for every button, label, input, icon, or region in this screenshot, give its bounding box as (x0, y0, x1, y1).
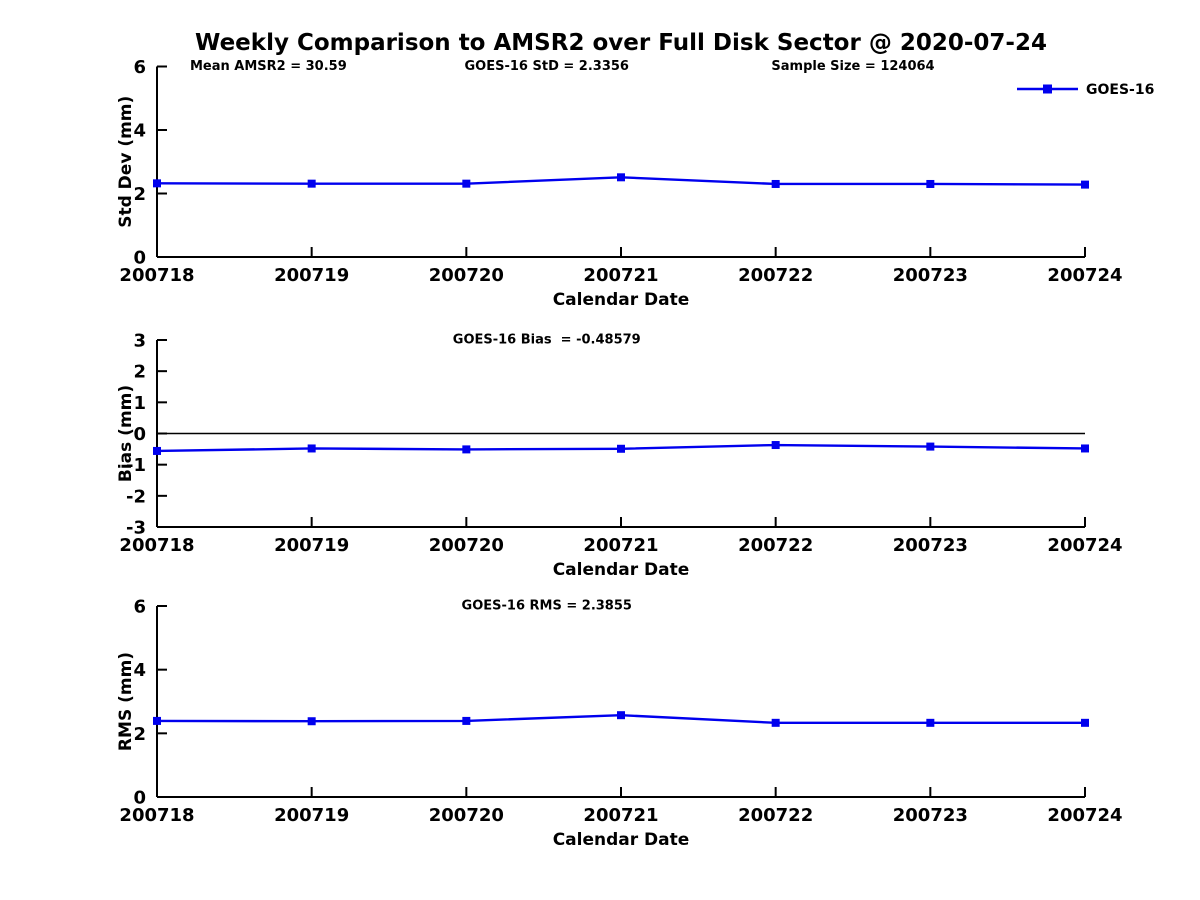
data-point-marker (1081, 718, 1089, 727)
y-tick-label: 2 (133, 724, 146, 745)
subplot-rms: 0 2 4 6 200718 200719 200720 200721 200722 200723… (116, 597, 1123, 851)
x-axis-label: Calendar Date (553, 830, 690, 850)
subplot-stddev: 0 2 4 6 200718 200719 200720 200721 200722 200723… (116, 57, 1154, 310)
y-tick-label: 2 (133, 362, 146, 383)
y-tick-label: -3 (126, 518, 146, 539)
data-point-marker (307, 179, 316, 188)
data-point-marker (617, 444, 625, 453)
y-axis-label: Std Dev (mm) (116, 96, 136, 228)
data-point-marker (307, 717, 316, 726)
figure-title: Weekly Comparison to AMSR2 over Full Dis… (195, 30, 1047, 56)
y-tick-label: 6 (133, 57, 146, 78)
data-point-marker (926, 442, 935, 451)
x-tick-label: 200723 (893, 805, 968, 826)
y-tick-label: 6 (133, 597, 146, 618)
x-tick-label: 200722 (738, 265, 813, 286)
y-tick-label: 4 (133, 660, 146, 681)
data-point-marker (771, 718, 780, 727)
y-tick-label: 0 (133, 424, 146, 445)
x-tick-label: 200721 (583, 805, 658, 826)
stat-annotation: Mean AMSR2 = 30.59 (190, 59, 347, 74)
y-tick-label: 4 (133, 121, 146, 142)
legend: GOES-16 (1017, 82, 1154, 98)
data-point-marker (462, 179, 471, 188)
y-tick-label: -1 (126, 455, 146, 476)
data-point-marker (1081, 180, 1089, 189)
x-tick-label: 200718 (119, 265, 194, 286)
x-tick-label: 200722 (738, 535, 813, 556)
data-point-marker (617, 173, 625, 182)
y-tick-label: 1 (133, 393, 146, 414)
x-axis-label: Calendar Date (553, 560, 690, 580)
data-point-marker (462, 716, 471, 725)
x-tick-label: 200718 (119, 535, 194, 556)
y-tick-label: 0 (133, 788, 146, 809)
data-point-marker (462, 445, 471, 454)
data-point-marker (617, 711, 625, 720)
x-tick-label: 200718 (119, 805, 194, 826)
stat-annotation: GOES-16 RMS = 2.3855 (462, 599, 632, 614)
y-axis-label: RMS (mm) (116, 652, 136, 751)
stat-annotation: GOES-16 Bias = -0.48579 (453, 333, 641, 348)
data-point-marker (307, 444, 316, 453)
x-tick-label: 200721 (583, 265, 658, 286)
data-point-marker (926, 179, 935, 188)
data-point-marker (771, 179, 780, 188)
data-point-marker (1081, 444, 1089, 453)
x-tick-label: 200722 (738, 805, 813, 826)
data-point-marker (771, 441, 780, 450)
x-tick-label: 200720 (429, 805, 504, 826)
x-tick-label: 200723 (893, 535, 968, 556)
data-point-marker (153, 179, 161, 188)
x-tick-label: 200724 (1047, 265, 1122, 286)
data-point-marker (926, 718, 935, 727)
x-tick-label: 200719 (274, 805, 349, 826)
x-tick-label: 200720 (429, 535, 504, 556)
x-tick-label: 200719 (274, 535, 349, 556)
y-axis-label: Bias (mm) (116, 385, 136, 482)
data-point-marker (153, 446, 161, 455)
x-tick-label: 200723 (893, 265, 968, 286)
legend-marker (1043, 84, 1052, 94)
x-tick-label: 200724 (1047, 535, 1122, 556)
stat-annotation: GOES-16 StD = 2.3356 (465, 59, 629, 74)
y-tick-label: 3 (133, 331, 146, 352)
y-tick-label: 0 (133, 248, 146, 269)
x-tick-label: 200721 (583, 535, 658, 556)
y-tick-label: -2 (126, 486, 146, 507)
subplot-bias: -3 -2 -1 0 1 2 3 200718 200719 200720 200721 200722… (116, 331, 1123, 581)
data-point-marker (153, 716, 161, 725)
stat-annotation: Sample Size = 124064 (771, 59, 934, 74)
x-tick-label: 200719 (274, 265, 349, 286)
legend-label: GOES-16 (1086, 82, 1154, 98)
x-tick-label: 200724 (1047, 805, 1122, 826)
x-axis-label: Calendar Date (553, 290, 690, 310)
x-tick-label: 200720 (429, 265, 504, 286)
y-tick-label: 2 (133, 184, 146, 205)
